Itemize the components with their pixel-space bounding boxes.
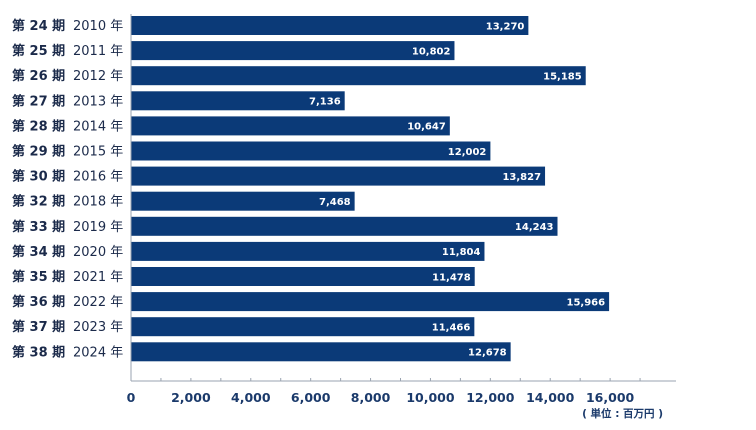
bar-value-label: 11,478 [432, 272, 471, 283]
category-year-label: 2016 年 [73, 170, 123, 185]
category-year-label: 2020 年 [73, 245, 123, 260]
bar-value-label: 15,966 [567, 297, 606, 308]
x-tick-label: 12,000 [466, 390, 515, 405]
bar [131, 41, 455, 61]
x-tick-label: 6,000 [291, 390, 331, 405]
bar [131, 317, 475, 337]
bar [131, 166, 546, 186]
bar [131, 16, 529, 35]
x-tick-label: 4,000 [231, 390, 271, 405]
bar-value-label: 13,827 [502, 172, 541, 183]
bar-value-label: 12,678 [468, 348, 507, 359]
category-term-label: 第 35 期 [12, 269, 65, 285]
category-term-label: 第 29 期 [12, 144, 65, 160]
x-tick-label: 16,000 [586, 390, 635, 405]
category-term-label: 第 25 期 [12, 43, 65, 59]
bar-value-label: 10,647 [407, 122, 446, 133]
x-tick-label: 2,000 [171, 390, 211, 405]
bars-group [131, 16, 610, 362]
category-year-label: 2010 年 [73, 19, 123, 34]
category-labels: 第 24 期 2010 年第 25 期 2011 年第 26 期 2012 年第 27… [12, 18, 123, 360]
x-tick-label: 0 [127, 390, 136, 405]
bar-value-label: 12,002 [448, 147, 487, 158]
category-year-label: 2012 年 [73, 69, 123, 84]
category-term-label: 第 34 期 [12, 244, 65, 260]
bar-value-label: 14,243 [515, 222, 554, 233]
bar-value-label: 7,136 [309, 97, 341, 108]
bar-value-label: 11,804 [442, 247, 481, 258]
bar [131, 66, 586, 86]
category-year-label: 2015 年 [73, 145, 123, 160]
bar-value-label: 10,802 [412, 46, 451, 57]
category-term-label: 第 33 期 [12, 219, 65, 235]
category-year-label: 2024 年 [73, 345, 123, 360]
x-axis: 0 2,000 4,000 6,000 8,000 10,000 12,000 14,000 1… [127, 14, 676, 405]
category-year-label: 2011 年 [73, 44, 123, 59]
unit-label: ( 単位 : 百万円 ) [582, 407, 663, 420]
category-year-label: 2014 年 [73, 119, 123, 134]
category-term-label: 第 37 期 [12, 319, 65, 335]
bar-value-label: 13,270 [486, 21, 525, 32]
bar-value-label: 7,468 [319, 197, 351, 208]
category-year-label: 2021 年 [73, 270, 123, 285]
bar [131, 191, 355, 211]
category-term-label: 第 30 期 [12, 169, 65, 185]
category-term-label: 第 26 期 [12, 68, 65, 84]
category-term-label: 第 32 期 [12, 194, 65, 210]
category-year-label: 2018 年 [73, 195, 123, 210]
bar [131, 267, 475, 286]
bar [131, 216, 558, 236]
bar [131, 141, 491, 161]
bar [131, 91, 345, 111]
bar-value-label: 11,466 [432, 323, 471, 334]
bar [131, 241, 485, 261]
x-tick-label: 8,000 [351, 390, 391, 405]
category-year-label: 2019 年 [73, 220, 123, 235]
x-tick-label: 10,000 [406, 390, 455, 405]
category-year-label: 2022 年 [73, 295, 123, 310]
category-term-label: 第 27 期 [12, 93, 65, 109]
category-term-label: 第 28 期 [12, 118, 65, 134]
category-term-label: 第 38 期 [12, 344, 65, 360]
category-term-label: 第 36 期 [12, 294, 65, 310]
category-year-label: 2013 年 [73, 94, 123, 109]
bar [131, 342, 511, 362]
category-year-label: 2023 年 [73, 320, 123, 335]
category-term-label: 第 24 期 [12, 18, 65, 34]
x-tick-label: 14,000 [526, 390, 575, 405]
bar [131, 292, 610, 312]
bar-value-label: 15,185 [543, 72, 582, 83]
bar [131, 116, 450, 136]
value-labels: 13,270 10,802 15,185 7,136 10,647 12,002 13,82… [309, 21, 605, 358]
